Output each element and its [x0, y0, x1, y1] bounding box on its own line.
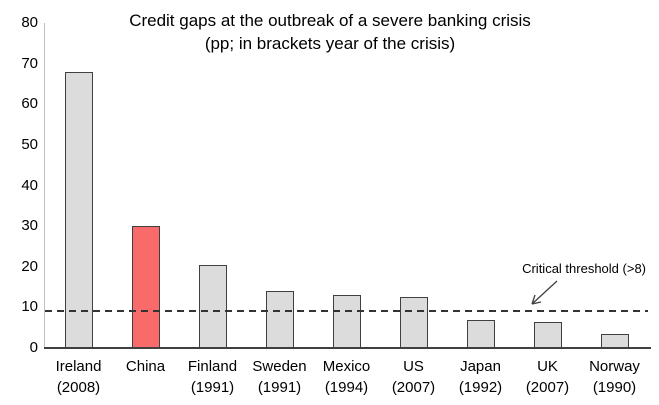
bar-japan — [466, 319, 495, 348]
category-year: (1992) — [458, 379, 503, 396]
category-year: (1994) — [324, 379, 369, 396]
bar-china — [131, 226, 160, 348]
chart-subtitle: (pp; in brackets year of the crisis) — [204, 34, 456, 53]
category-year: (1991) — [190, 379, 235, 396]
x-axis-line — [44, 347, 651, 349]
y-tick-label: 40 — [21, 176, 38, 194]
category-name: China — [125, 358, 166, 375]
category-year: (1990) — [592, 379, 637, 396]
critical-threshold-dashed-line — [45, 310, 648, 313]
category-year: (2008) — [56, 379, 101, 396]
category-name: Finland — [187, 358, 238, 375]
chart-title: Credit gaps at the outbreak of a severe … — [129, 11, 531, 30]
category-name: US — [403, 358, 424, 375]
category-name: UK — [537, 358, 558, 375]
x-category-label-china: China — [109, 356, 182, 377]
y-tick-label: 30 — [21, 217, 38, 235]
x-category-label-sweden: Sweden (1991) — [243, 356, 316, 398]
y-tick-label: 80 — [21, 14, 38, 31]
category-year: (1991) — [257, 379, 302, 396]
x-category-label-us: US (2007) — [377, 356, 450, 398]
y-tick-label: 0 — [29, 339, 38, 356]
category-name: Mexico — [322, 358, 371, 375]
x-category-label-uk: UK (2007) — [511, 356, 584, 398]
critical-threshold-label: Critical threshold (>8) — [522, 261, 646, 276]
bar-us — [399, 297, 428, 348]
y-tick-label: 10 — [21, 298, 38, 316]
category-name: Ireland — [55, 358, 102, 375]
category-name: Norway — [589, 358, 640, 375]
y-tick-label: 60 — [21, 95, 38, 113]
threshold-arrow-icon — [531, 280, 558, 305]
category-name: Japan — [460, 358, 501, 375]
bar-mexico — [332, 295, 361, 348]
y-tick-label: 50 — [21, 135, 38, 153]
bar-finland — [198, 264, 227, 348]
category-year: (2007) — [525, 379, 570, 396]
bar-sweden — [265, 291, 294, 348]
x-category-label-ireland: Ireland (2008) — [42, 356, 115, 398]
category-year: (2007) — [391, 379, 436, 396]
chart-title-block: Credit gaps at the outbreak of a severe … — [25, 9, 635, 55]
y-axis-line — [44, 23, 45, 348]
category-name: Sweden — [252, 358, 307, 375]
x-category-label-japan: Japan (1992) — [444, 356, 517, 398]
bar-uk — [533, 321, 562, 348]
x-category-label-finland: Finland (1991) — [176, 356, 249, 398]
bar-norway — [600, 333, 629, 348]
x-category-label-norway: Norway (1990) — [578, 356, 651, 398]
y-tick-label: 20 — [21, 257, 38, 275]
bar-ireland — [64, 71, 93, 348]
x-category-label-mexico: Mexico (1994) — [310, 356, 383, 398]
y-tick-label: 70 — [21, 54, 38, 72]
